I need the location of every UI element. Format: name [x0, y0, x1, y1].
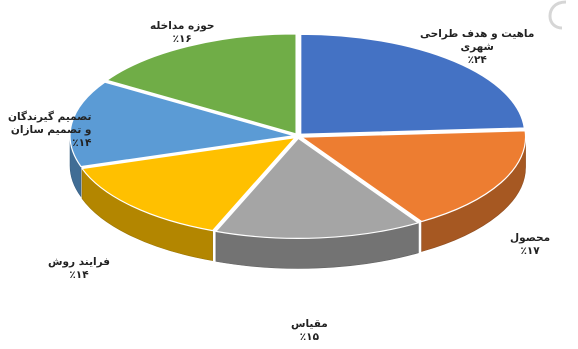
slice-top-4 — [69, 81, 295, 168]
slice-label-product: محصول ٪۱۷ — [510, 232, 551, 257]
slice-label-decision-makers: تصمیم گیرندگان و تصمیم سازان ٪۱۴ — [8, 111, 92, 149]
slice-label-urban-design: ماهیت و هدف طراحی شهری ٪۲۴ — [420, 28, 535, 66]
slice-top-3 — [81, 137, 296, 232]
slice-top-2 — [215, 137, 420, 239]
slice-top-0 — [300, 33, 525, 135]
pie-tops — [69, 33, 527, 239]
slice-label-intervention: حوزه مداخله ٪۱۶ — [150, 20, 215, 45]
slice-top-5 — [106, 33, 297, 135]
slice-top-1 — [300, 130, 527, 223]
slice-label-process: فرایند روش ٪۱۴ — [48, 256, 111, 281]
corner-mark — [548, 0, 567, 30]
pie-sides — [69, 135, 526, 269]
slice-label-scale: مقیاس ٪۱۵ — [291, 318, 328, 343]
